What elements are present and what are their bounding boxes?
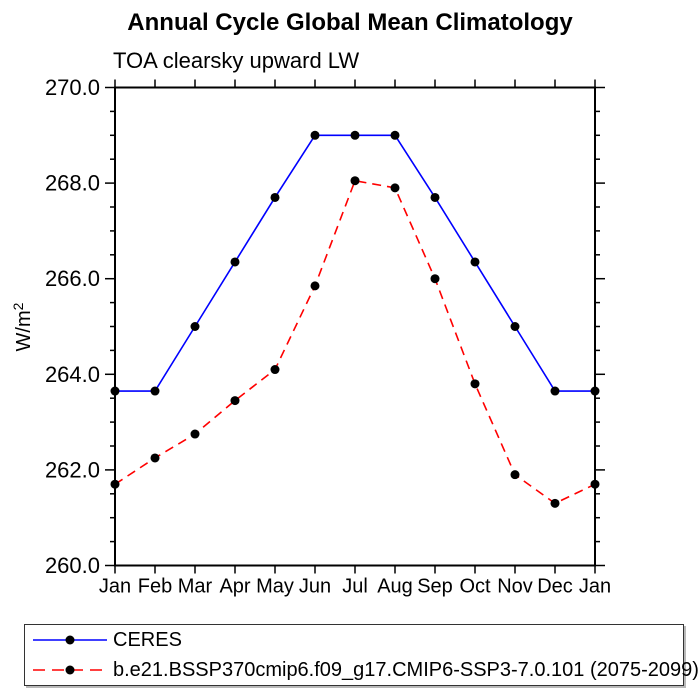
x-tick-label: Feb	[138, 576, 172, 598]
x-tick-label: Sep	[417, 576, 453, 598]
y-tick-label: 264.0	[45, 362, 100, 387]
x-tick-label: Jan	[579, 576, 611, 598]
legend-label-ceres: CERES	[113, 628, 182, 651]
y-tick-label: 270.0	[45, 75, 100, 100]
legend-item-ceres: CERES	[25, 626, 683, 654]
y-tick-label: 266.0	[45, 266, 100, 291]
y-tick-label: 262.0	[45, 457, 100, 482]
x-tick-label: Mar	[178, 576, 213, 598]
axis-tick-labels: 260.0 262.0 264.0 266.0 268.0 270.0 Jan Feb Mar A…	[45, 75, 611, 598]
x-tick-label: Dec	[537, 576, 573, 598]
series-markers-1	[110, 176, 600, 508]
y-axis-label: W/m2	[10, 302, 35, 351]
legend: CERES b.e21.BSSP370cmip6.f09_g17.CMIP6-S…	[24, 624, 699, 686]
x-tick-label: Jul	[342, 576, 368, 598]
x-tick-label: May	[256, 576, 294, 598]
x-tick-label: Nov	[497, 576, 533, 598]
legend-sample-solid-line	[33, 635, 107, 645]
x-tick-label: Oct	[459, 576, 491, 598]
legend-sample-dashed-line	[33, 665, 107, 675]
x-tick-label: Jun	[299, 576, 331, 598]
plot-frame	[114, 86, 596, 567]
x-tick-label: Apr	[219, 576, 250, 598]
series-line-1	[114, 179, 596, 505]
series-markers-0	[110, 130, 600, 396]
chart-title: Annual Cycle Global Mean Climatology	[127, 9, 573, 36]
x-tick-label: Jan	[99, 576, 131, 598]
axis-ticks	[105, 79, 605, 574]
x-tick-label: Aug	[377, 576, 413, 598]
legend-item-model: b.e21.BSSP370cmip6.f09_g17.CMIP6-SSP3-7.…	[25, 656, 699, 684]
y-tick-label: 260.0	[45, 553, 100, 578]
series-line-0	[115, 134, 595, 392]
y-tick-label: 268.0	[45, 171, 100, 196]
chart-subtitle: TOA clearsky upward LW	[113, 48, 360, 73]
legend-label-model: b.e21.BSSP370cmip6.f09_g17.CMIP6-SSP3-7.…	[113, 658, 699, 681]
